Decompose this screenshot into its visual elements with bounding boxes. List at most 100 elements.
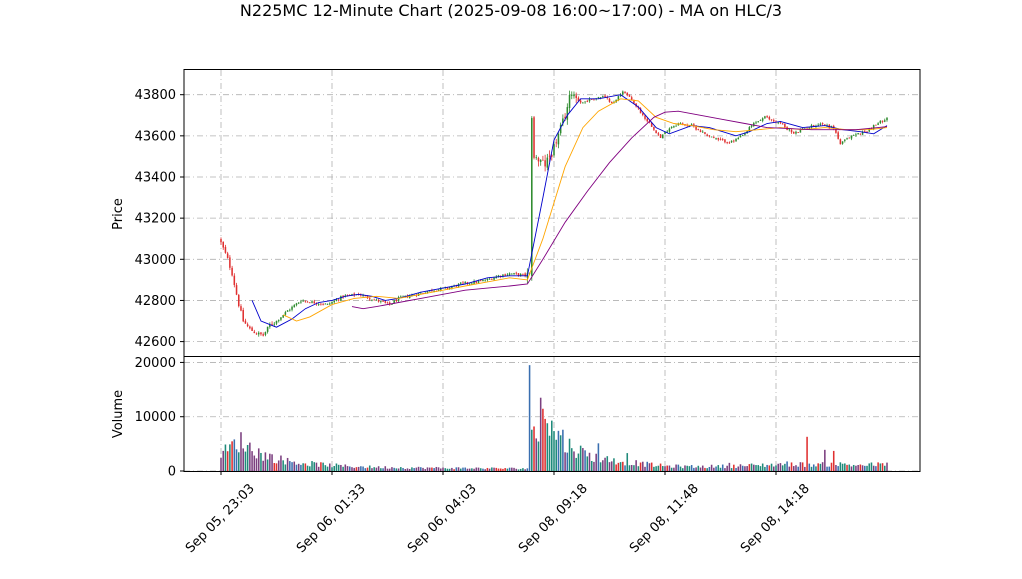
volume-bar-10	[242, 448, 244, 471]
volume-bar-222	[713, 467, 715, 471]
candle-body-222	[713, 137, 715, 138]
candle-body-12	[246, 324, 249, 327]
candle-body-294	[872, 125, 875, 130]
volume-bar-205	[675, 464, 677, 471]
volume-bar-109	[462, 467, 464, 471]
volume-bar-187	[635, 460, 637, 471]
candle-body-249	[773, 120, 775, 122]
candle-body-252	[779, 122, 782, 124]
volume-bar-257	[790, 462, 793, 471]
volume-bar-157	[568, 438, 571, 471]
candle-body-229	[728, 142, 731, 144]
candle-body-31	[289, 309, 291, 311]
volume-bar-63	[360, 466, 362, 471]
candle-body-270	[819, 123, 822, 126]
volume-bar-251	[777, 463, 779, 471]
candle-body-261	[799, 129, 802, 133]
volume-bar-0	[220, 457, 222, 471]
candle-body-175	[608, 98, 611, 102]
candle-body-117	[479, 280, 482, 282]
volume-bar-293	[870, 462, 873, 471]
volume-bar-101	[444, 468, 446, 471]
volume-bar-52	[335, 463, 338, 471]
volume-bar-84	[406, 468, 409, 471]
candle-body-269	[817, 124, 819, 126]
volume-bar-99	[440, 468, 442, 471]
volume-bar-248	[770, 463, 773, 471]
candle-body-18	[260, 332, 262, 335]
candle-body-24	[273, 323, 276, 325]
candle-body-151	[555, 142, 557, 144]
volume-bar-126	[499, 468, 502, 471]
candle-body-120	[486, 279, 489, 281]
volume-bar-249	[773, 466, 775, 471]
volume-bar-224	[717, 465, 720, 471]
volume-bar-148	[548, 435, 551, 471]
volume-bar-43	[315, 462, 318, 471]
candle-body-235	[741, 134, 744, 136]
volume-bar-175	[608, 462, 611, 471]
volume-bar-68	[371, 468, 373, 471]
volume-bar-221	[710, 464, 713, 471]
volume-bar-56	[344, 464, 347, 471]
volume-bar-162	[579, 445, 582, 471]
candle-body-239	[750, 125, 753, 127]
volume-bar-67	[368, 465, 371, 471]
candle-body-41	[311, 301, 313, 303]
volume-bar-87	[413, 468, 415, 471]
candle-body-199	[662, 134, 664, 139]
candle-body-1	[222, 241, 224, 248]
volume-bar-37	[302, 463, 304, 471]
candle-body-254	[784, 123, 786, 128]
volume-bar-262	[801, 462, 804, 471]
candle-body-54	[340, 296, 342, 301]
volume-bar-23	[271, 454, 273, 471]
volume-bar-8	[237, 452, 240, 471]
candle-body-144	[539, 159, 542, 162]
volume-bar-275	[830, 462, 833, 471]
volume-bar-300	[886, 462, 888, 471]
volume-bar-96	[433, 468, 435, 471]
volume-bar-225	[719, 467, 722, 471]
volume-bar-284	[850, 466, 853, 471]
candle-body-28	[282, 315, 284, 318]
volume-bar-140	[531, 429, 533, 471]
volume-bar-120	[486, 467, 489, 471]
price-axis-label: Price	[111, 198, 126, 230]
candle-body-223	[715, 137, 717, 139]
candle-body-173	[604, 95, 606, 97]
volume-bar-27	[280, 455, 282, 471]
volume-bar-66	[366, 467, 369, 471]
price-tick-label-1: 42800	[135, 294, 176, 309]
candle-body-171	[599, 97, 602, 99]
candle-body-165	[586, 101, 589, 102]
volume-bar-77	[391, 467, 393, 471]
candle-body-179	[617, 96, 620, 101]
candle-body-285	[852, 135, 855, 136]
candle-body-242	[757, 121, 760, 123]
volume-bar-51	[333, 466, 335, 471]
volume-bar-228	[726, 465, 728, 471]
candle-body-184	[628, 95, 631, 97]
candle-body-159	[573, 94, 575, 97]
candle-body-98	[437, 289, 440, 292]
candle-body-219	[706, 134, 708, 136]
x-ticks: Sep 05, 23:03 Sep 06, 01:33 Sep 06, 04:03 S…	[183, 471, 813, 556]
candle-body-19	[262, 334, 264, 336]
volume-bar-173	[604, 457, 606, 471]
candle-body-133	[515, 272, 518, 274]
candle-body-296	[877, 123, 879, 125]
candle-body-293	[870, 128, 873, 130]
x-tick-label-1: Sep 06, 01:33	[294, 481, 369, 556]
volume-bar-289	[861, 465, 864, 471]
candle-body-280	[841, 141, 844, 144]
volume-bar-220	[708, 466, 711, 471]
candle-body-8	[237, 294, 240, 307]
candle-body-196	[655, 130, 657, 134]
volume-bar-58	[348, 466, 351, 471]
volume-bar-179	[617, 462, 620, 471]
volume-bar-41	[311, 461, 313, 471]
volume-bar-82	[402, 467, 404, 471]
candle-body-49	[329, 303, 331, 305]
candle-body-119	[484, 280, 486, 282]
